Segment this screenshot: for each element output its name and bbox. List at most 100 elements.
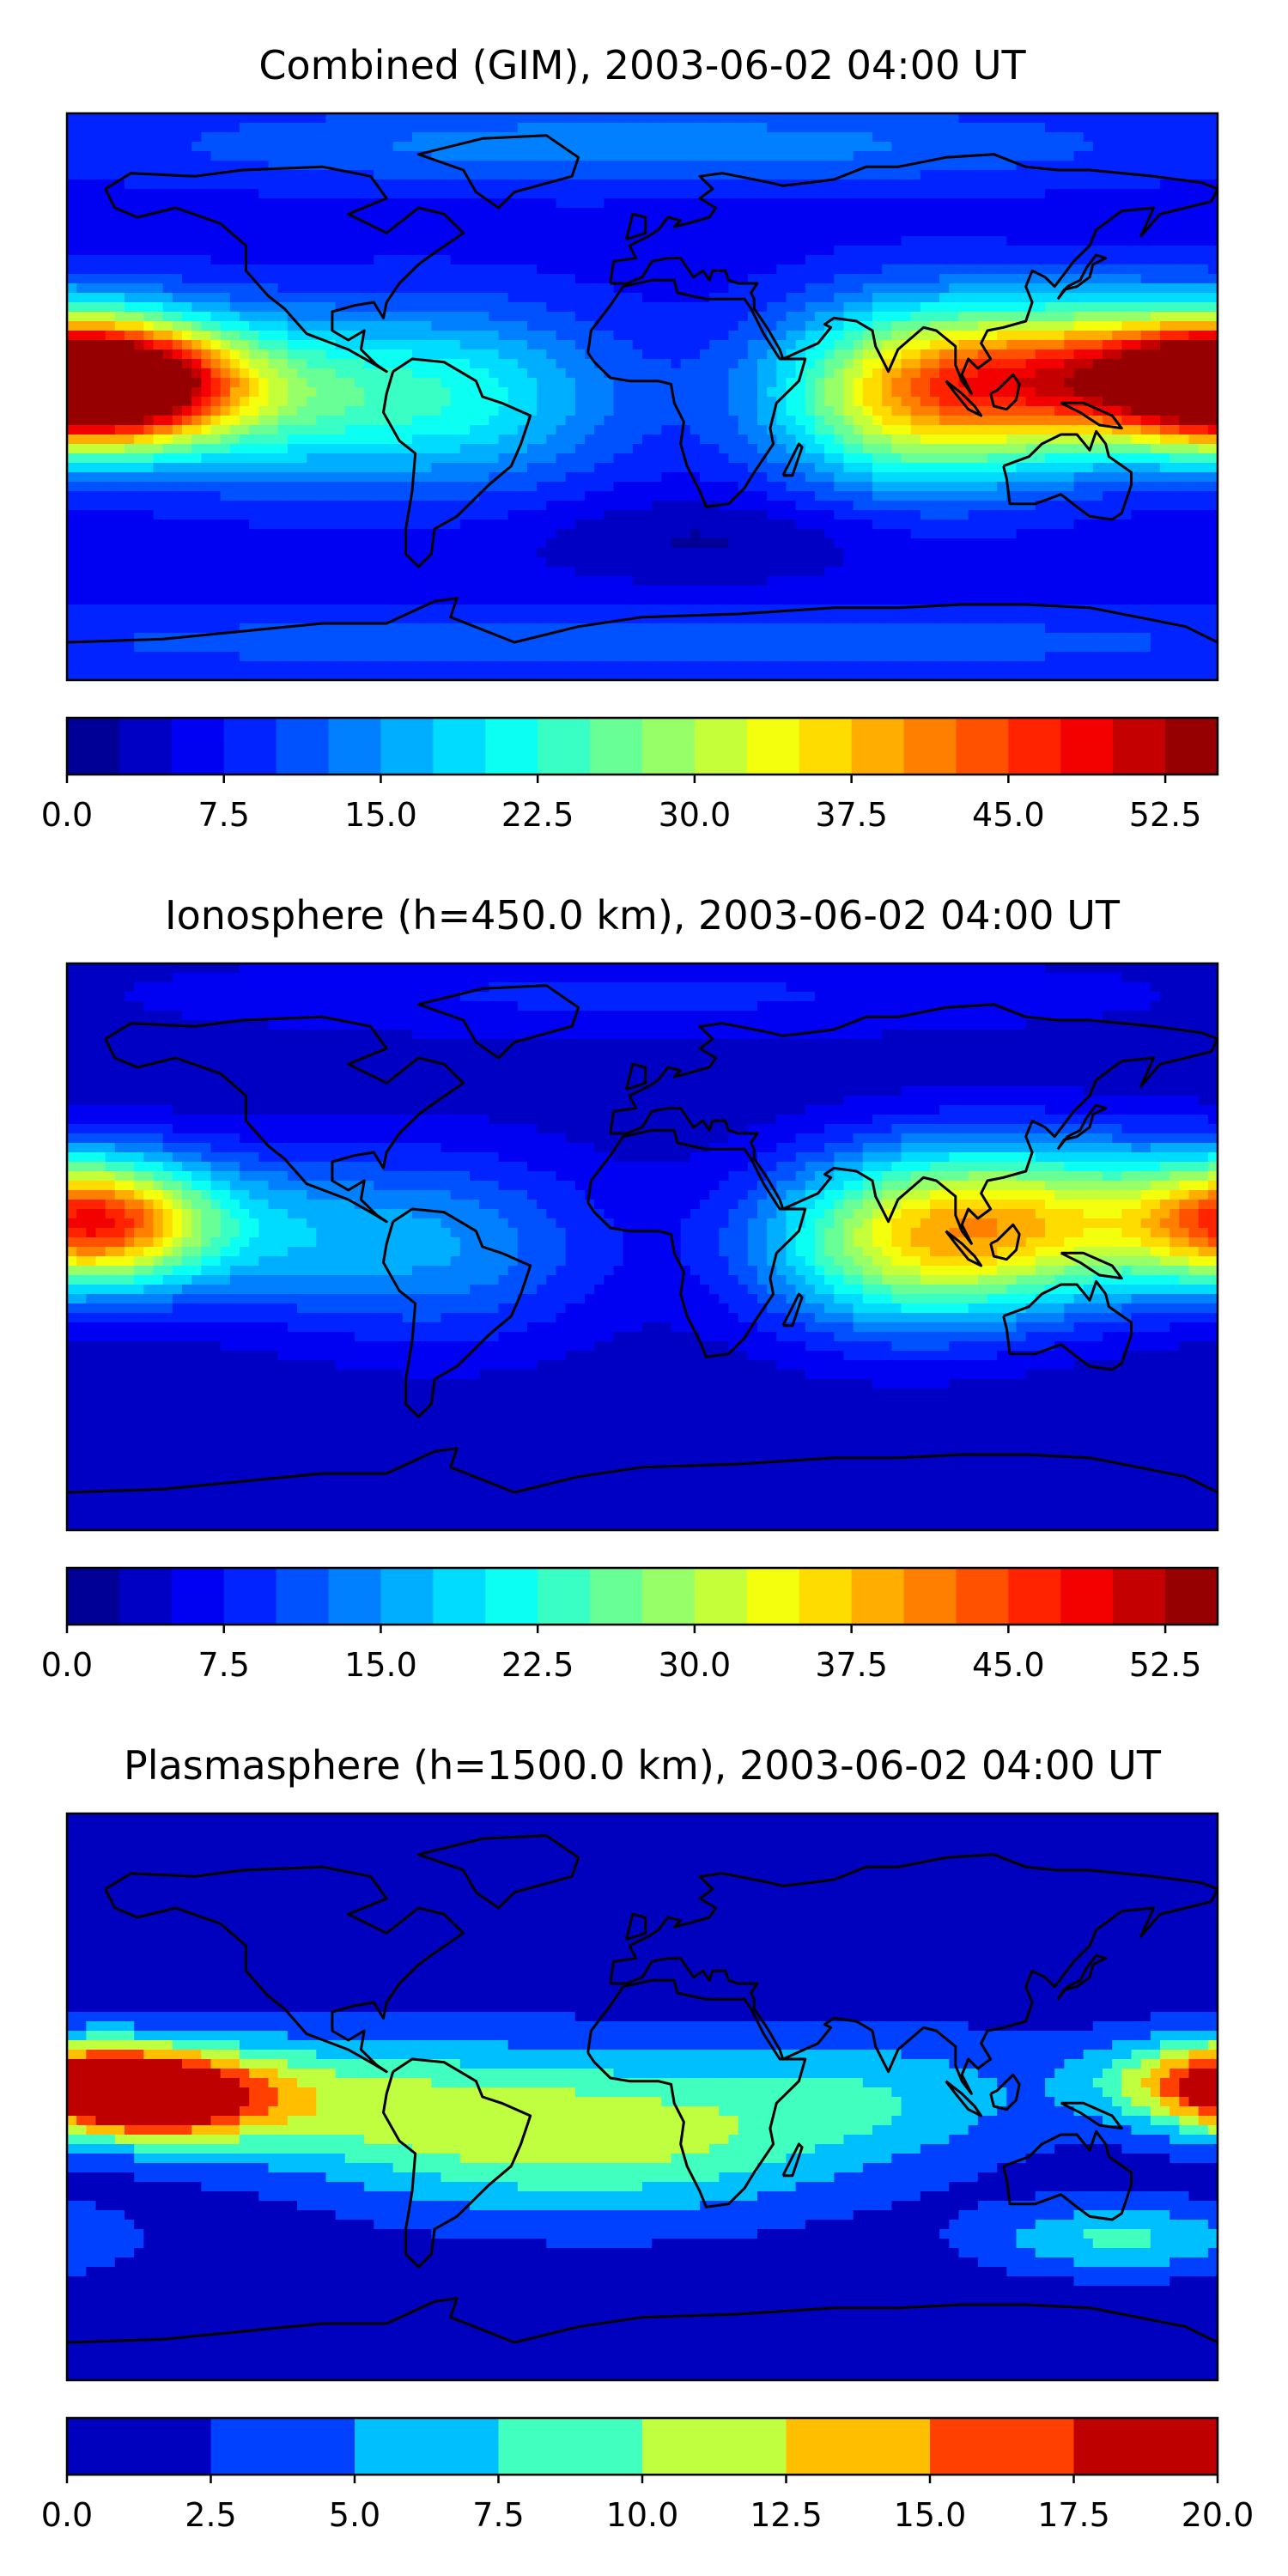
field-cell (1025, 359, 1036, 369)
field-cell (719, 359, 730, 369)
field-cell (86, 378, 97, 388)
field-cell (1160, 491, 1170, 501)
field-cell (565, 491, 576, 501)
field-cell (738, 302, 749, 313)
field-cell (470, 359, 480, 369)
field-cell (987, 264, 998, 275)
field-cell (1131, 179, 1142, 190)
field-cell (604, 189, 615, 199)
field-cell (719, 491, 730, 501)
field-cell (556, 132, 567, 143)
field-cell (201, 501, 212, 511)
field-cell (86, 349, 97, 360)
field-cell (470, 491, 480, 501)
field-cell (738, 359, 749, 369)
field-cell (1064, 113, 1075, 124)
field-cell (1073, 179, 1084, 190)
field-cell (632, 189, 643, 199)
field-cell (815, 302, 825, 313)
field-cell (1170, 246, 1180, 256)
field-cell (172, 179, 183, 190)
field-cell (546, 416, 557, 426)
field-cell (1006, 331, 1018, 341)
field-cell (335, 359, 346, 369)
field-cell (1064, 331, 1075, 341)
field-cell (958, 406, 969, 416)
field-cell (642, 302, 653, 313)
field-cell (287, 132, 298, 143)
field-cell (125, 236, 135, 246)
field-cell (1006, 179, 1018, 190)
field-cell (527, 321, 538, 331)
field-cell (997, 491, 1007, 501)
field-cell (690, 123, 701, 133)
field-cell (795, 283, 806, 294)
field-cell (901, 397, 912, 407)
field-cell (642, 312, 653, 322)
field-cell (450, 340, 461, 350)
field-cell (910, 312, 921, 322)
field-cell (325, 283, 337, 294)
field-cell (1131, 378, 1142, 388)
field-cell (335, 434, 346, 445)
field-cell (1025, 113, 1036, 124)
field-cell (1121, 387, 1133, 398)
field-cell (574, 151, 586, 161)
field-cell (1150, 368, 1161, 379)
field-cell (527, 378, 538, 388)
field-cell (632, 472, 643, 483)
field-cell (67, 208, 77, 218)
field-cell (459, 227, 471, 237)
field-cell (661, 312, 672, 322)
field-cell (556, 151, 567, 161)
field-cell (728, 425, 739, 435)
field-cell (1170, 113, 1180, 124)
field-cell (1150, 302, 1161, 313)
field-cell (882, 217, 892, 228)
field-cell (220, 368, 231, 379)
field-cell (307, 368, 317, 379)
field-cell (1131, 434, 1142, 445)
field-cell (1160, 463, 1170, 473)
field-cell (440, 453, 452, 464)
field-cell (824, 217, 835, 228)
field-cell (182, 406, 192, 416)
field-cell (862, 453, 873, 464)
field-cell (1064, 217, 1075, 228)
field-cell (997, 274, 1007, 284)
field-cell (834, 264, 845, 275)
field-cell (546, 170, 557, 180)
field-cell (470, 378, 480, 388)
field-cell (565, 312, 576, 322)
field-cell (1092, 113, 1103, 124)
field-cell (277, 321, 289, 331)
field-cell (565, 208, 576, 218)
field-cell (1112, 321, 1122, 331)
field-cell (997, 368, 1007, 379)
field-cell (546, 227, 557, 237)
field-cell (1179, 387, 1190, 398)
field-cell (249, 236, 259, 246)
field-cell (671, 132, 682, 143)
field-cell (574, 255, 586, 265)
field-cell (440, 302, 452, 313)
field-cell (479, 264, 489, 275)
field-cell (862, 482, 873, 492)
field-cell (507, 123, 519, 133)
field-cell (1140, 312, 1151, 322)
field-cell (392, 227, 404, 237)
field-cell (920, 198, 931, 209)
field-cell (335, 368, 346, 379)
field-cell (815, 416, 825, 426)
field-cell (1092, 246, 1103, 256)
field-cell (882, 274, 892, 284)
field-cell (431, 161, 442, 171)
field-cell (440, 255, 452, 265)
field-cell (776, 444, 787, 454)
field-cell (1054, 179, 1065, 190)
field-cell (1045, 208, 1055, 218)
field-cell (930, 246, 940, 256)
field-cell (355, 491, 365, 501)
field-cell (700, 142, 710, 152)
field-cell (805, 425, 816, 435)
